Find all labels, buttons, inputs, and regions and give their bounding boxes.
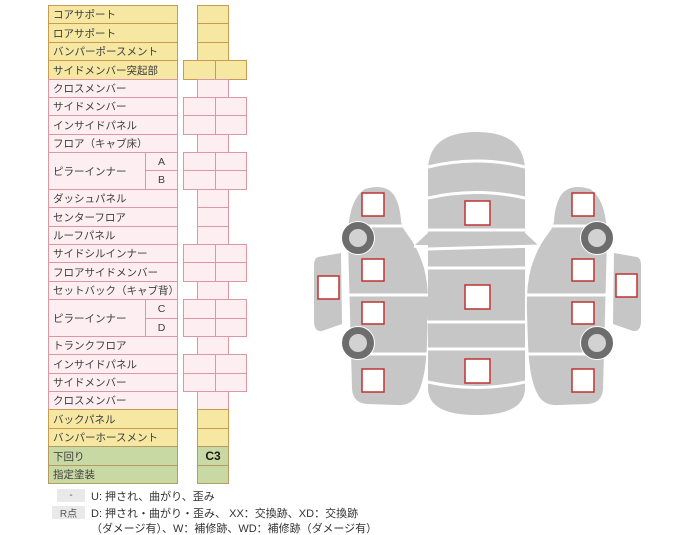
damage-code-cell-left[interactable] [183,115,216,135]
part-label: コアサポート [48,5,178,24]
damage-code-cell[interactable] [197,134,229,153]
damage-marker-left-rear-door[interactable] [361,301,385,325]
damage-code-cell-right[interactable] [215,244,247,263]
pillar-sub-label: C [145,299,178,319]
damage-code-cell[interactable] [197,207,229,227]
damage-code-cell[interactable] [197,409,229,429]
damage-code-cell-left[interactable] [183,299,216,319]
damage-marker-top-rear[interactable] [464,358,491,384]
damage-code-cell[interactable] [197,281,229,300]
wheel-icon [341,326,375,360]
part-label: 下回り [48,446,178,466]
part-label: フロア（キャブ床） [48,134,178,153]
part-label: バンパーホースメント [48,428,178,447]
pillar-sub-label: D [145,318,178,337]
wheel-icon [580,326,614,360]
legend-chip-minus: - [57,489,85,502]
top-view-section-gaps [413,159,540,389]
damage-code-cell[interactable] [197,189,229,208]
damage-marker-right-rear-door[interactable] [571,301,595,325]
damage-code-cell-right[interactable] [215,318,247,337]
damage-code-cell[interactable] [197,391,229,410]
part-label: バンパーポースメント [48,42,178,61]
damage-marker-left-corner[interactable] [317,275,340,300]
damage-code-cell-left[interactable] [183,170,216,190]
damage-code-cell-right[interactable] [215,299,247,319]
part-label: クロスメンバー [48,391,178,410]
damage-code-cell-left[interactable] [183,373,216,392]
damage-marker-right-corner[interactable] [615,273,638,298]
car-top-view-body [428,132,525,415]
side-mirror-icon [524,232,538,245]
damage-marker-right-rear-fender[interactable] [571,368,595,393]
part-label: バックパネル [48,409,178,429]
part-label: インサイドパネル [48,115,178,135]
part-label: ダッシュパネル [48,189,178,208]
part-label: ルーフパネル [48,226,178,245]
damage-code-cell[interactable] [197,226,229,245]
legend-line-2: D: 押され・曲がり・歪み、 XX：交換跡、XD：交換跡 [91,508,359,520]
part-label: サイドシルインナー [48,244,178,263]
part-label: セットバック（キャブ背） [48,281,178,300]
legend-chip-r-point: R点 [52,506,85,520]
legend-line-3: （ダメージ有）、W：補修跡、WD：補修跡（ダメージ有） [91,523,378,535]
damage-code-cell-right[interactable] [215,115,247,135]
car-diagram [314,132,641,415]
damage-marker-right-front-door[interactable] [571,258,595,282]
damage-code-cell-left[interactable] [183,262,216,282]
damage-code-cell[interactable] [197,428,229,447]
damage-code-cell[interactable] [197,5,229,24]
damage-code-cell[interactable] [197,336,229,355]
damage-code-cell-right[interactable] [215,97,247,116]
damage-code-cell-left[interactable] [183,354,216,374]
damage-code-cell[interactable] [197,42,229,61]
damage-marker-left-front-fender[interactable] [361,192,385,217]
damage-code-cell-right[interactable] [215,354,247,374]
damage-code-cell-left[interactable] [183,152,216,171]
damage-code-cell-left[interactable] [183,244,216,263]
part-label: クロスメンバー [48,79,178,98]
damage-marker-left-rear-fender[interactable] [361,368,385,393]
damage-code-cell[interactable] [197,79,229,98]
damage-code-cell[interactable]: C3 [197,446,229,466]
part-label: ピラーインナー [48,299,146,337]
damage-code-cell-right[interactable] [215,373,247,392]
damage-code-cell-left[interactable] [183,318,216,337]
damage-code-cell[interactable] [197,23,229,43]
part-label: トランクフロア [48,336,178,355]
side-mirror-icon [415,232,429,245]
pillar-sub-label: B [145,170,178,190]
part-label: サイドメンバー突起部 [48,60,178,80]
part-label: 指定塗装 [48,465,178,484]
part-label: フロアサイドメンバー [48,262,178,282]
damage-code-cell-right[interactable] [215,152,247,171]
car-top-view [413,132,540,415]
wheel-icon [580,221,614,255]
damage-code-cell-right[interactable] [215,262,247,282]
part-label: サイドメンバー [48,373,178,392]
parts-table: コアサポート ロアサポート バンパーポースメント サイドメンバー突起部 クロスメンバーサ… [48,5,258,485]
wheel-icon [341,221,375,255]
part-label: ピラーインナー [48,152,146,190]
legend-line-1: U: 押され、曲がり、歪み [91,491,215,503]
damage-marker-left-front-door[interactable] [361,258,385,282]
damage-code-cell-left[interactable] [183,60,216,80]
part-label: センターフロア [48,207,178,227]
part-label: サイドメンバー [48,97,178,116]
part-label: ロアサポート [48,23,178,43]
pillar-sub-label: A [145,152,178,171]
damage-marker-top-center[interactable] [464,284,491,310]
part-label: インサイドパネル [48,354,178,374]
damage-marker-top-front[interactable] [464,200,491,226]
car-side-view [314,187,429,406]
damage-markers [317,192,638,393]
damage-code-cell-right[interactable] [215,170,247,190]
damage-marker-right-front-fender[interactable] [571,192,595,217]
damage-code-cell-left[interactable] [183,97,216,116]
damage-code-cell[interactable] [197,465,229,484]
damage-code-cell-right[interactable] [215,60,247,80]
